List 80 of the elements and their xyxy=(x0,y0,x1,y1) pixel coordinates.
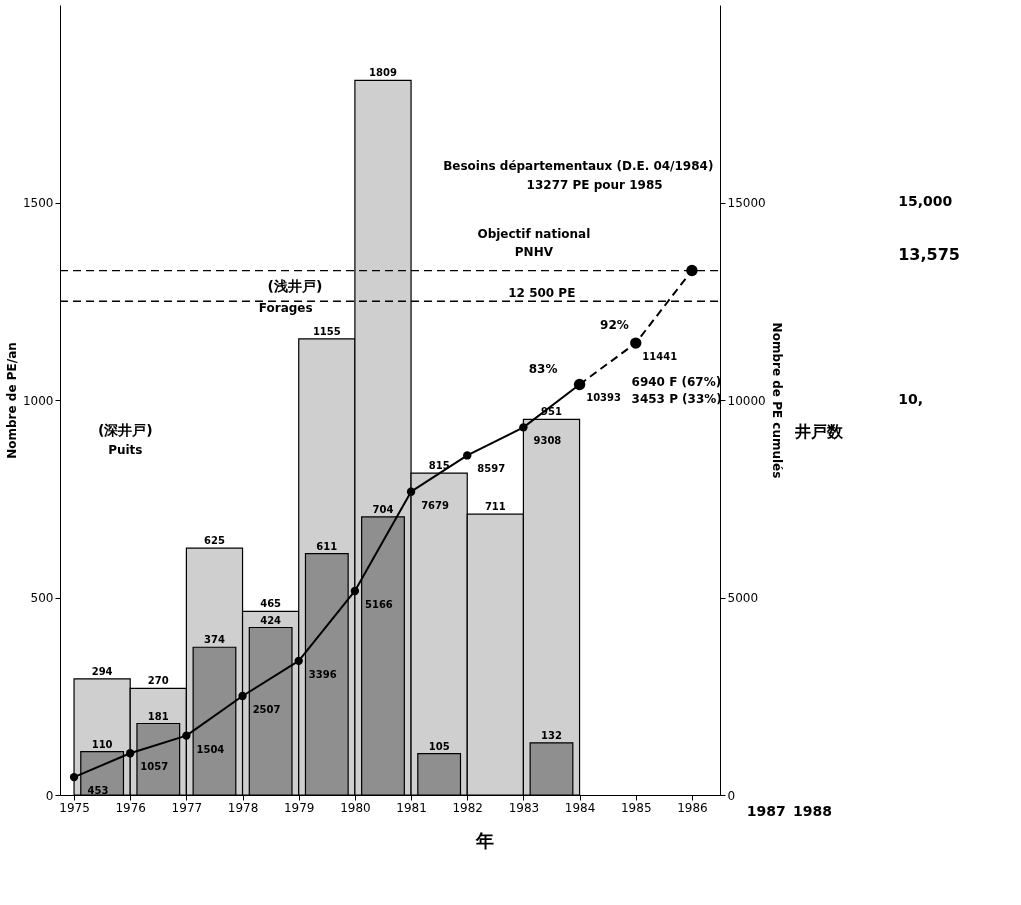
data-label: 625 xyxy=(204,535,225,547)
point xyxy=(126,749,135,758)
y2-tick-label: 10000 xyxy=(727,393,766,408)
data-label: 1809 xyxy=(369,67,397,79)
point xyxy=(69,772,79,782)
x-tick-label: 1986 xyxy=(677,800,708,815)
annotation: Objectif national xyxy=(477,227,591,242)
annotation: 3453 P (33%) xyxy=(631,392,722,407)
data-label: 270 xyxy=(147,675,169,687)
x-tick-label: 1976 xyxy=(115,800,146,815)
data-label: 815 xyxy=(428,460,450,472)
annotation: Besoins départementaux (D.E. 04/1984) xyxy=(443,159,714,174)
annotation: PNHV xyxy=(514,245,554,260)
text: 1988 xyxy=(792,803,832,820)
y-axis-title: Nombre de PE/an xyxy=(4,342,19,459)
x-tick-label: 1984 xyxy=(564,800,596,815)
data-label: 110 xyxy=(91,738,113,750)
data-label: 453 xyxy=(87,785,109,797)
data-label: 374 xyxy=(204,634,225,646)
point xyxy=(519,423,528,432)
point xyxy=(238,691,247,701)
data-label: 1504 xyxy=(196,743,225,755)
data-label: 181 xyxy=(147,710,169,722)
data-label: 132 xyxy=(541,729,562,741)
x-tick-label: 1975 xyxy=(59,800,90,815)
data-label: 704 xyxy=(372,503,394,515)
y2-tick-label: 5000 xyxy=(727,591,759,605)
y-tick-label: 1500 xyxy=(22,196,54,210)
x-tick-label: 1981 xyxy=(396,800,427,815)
point xyxy=(630,337,642,349)
text: 15,000 xyxy=(898,192,953,209)
point xyxy=(294,656,303,666)
y2-axis-title: Nombre de PE cumulés xyxy=(769,322,784,479)
data-label: 5166 xyxy=(364,598,393,610)
data-label: 1155 xyxy=(312,325,341,337)
annotation: Puits xyxy=(108,442,143,457)
point xyxy=(686,264,698,277)
annotation: (浅井戸) xyxy=(267,278,323,295)
data-label: 611 xyxy=(316,540,338,552)
point xyxy=(182,731,191,740)
x-tick-label: 1980 xyxy=(340,800,371,815)
annotation: Forages xyxy=(258,300,313,315)
data-label: 424 xyxy=(260,614,282,626)
x-tick-label: 1977 xyxy=(171,800,203,815)
data-label: 465 xyxy=(260,598,282,610)
data-label: 105 xyxy=(428,740,450,752)
text: 1987 xyxy=(746,803,786,820)
data-label: 294 xyxy=(91,665,113,677)
data-label: 7679 xyxy=(421,499,450,511)
y-tick-label: 0 xyxy=(45,788,54,803)
x-tick-label: 1979 xyxy=(283,800,315,815)
annotation: (深井戸) xyxy=(97,421,153,438)
point xyxy=(350,586,360,596)
ref-line-label: 12 500 PE xyxy=(508,286,576,301)
annotation: 13277 PE pour 1985 xyxy=(526,178,663,193)
point xyxy=(463,451,472,460)
text: 10, xyxy=(898,391,924,407)
data-label: 1057 xyxy=(140,761,169,773)
data-label: 3396 xyxy=(308,668,337,680)
text: 井戸数 xyxy=(794,421,844,441)
x-tick-label: 1978 xyxy=(227,800,259,815)
data-label: 711 xyxy=(484,501,506,513)
point xyxy=(406,487,416,496)
data-label: 9308 xyxy=(533,435,562,447)
x-tick-label: 1985 xyxy=(620,800,652,815)
y-tick-label: 500 xyxy=(30,591,54,605)
annotation: 92% xyxy=(600,317,629,332)
data-label: 10393 xyxy=(586,392,622,404)
annotation: 6940 F (67%) xyxy=(631,374,722,389)
y-tick-label: 1000 xyxy=(22,393,54,408)
data-label: 11441 xyxy=(642,351,678,363)
data-label: 2507 xyxy=(252,703,281,715)
text: 13,575 xyxy=(898,245,960,265)
data-label: 8597 xyxy=(477,463,506,475)
annotation: 83% xyxy=(528,362,558,377)
text: 年 xyxy=(475,830,495,852)
x-tick-label: 1982 xyxy=(452,800,484,815)
y2-tick-label: 15000 xyxy=(727,196,766,210)
x-tick-label: 1983 xyxy=(508,800,540,815)
y2-tick-label: 0 xyxy=(727,788,736,803)
